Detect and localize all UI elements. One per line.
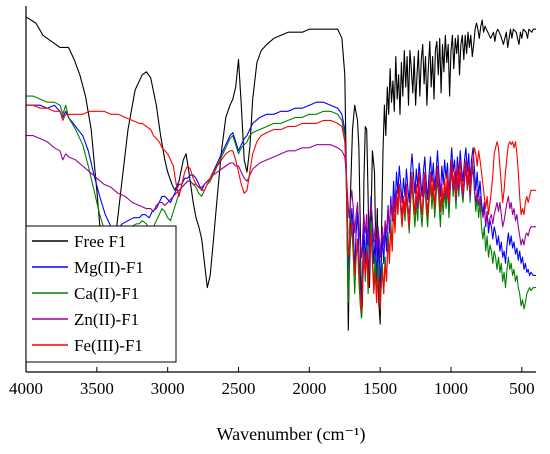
x-tick-label: 2500: [222, 379, 256, 398]
legend-label: Zn(II)-F1: [74, 310, 139, 329]
x-tick-label: 4000: [9, 379, 43, 398]
legend-label: Ca(II)-F1: [74, 284, 139, 303]
series-line-free-f1: [26, 16, 536, 331]
x-tick-label: 1500: [363, 379, 397, 398]
x-axis-title: Wavenumber (cm⁻¹): [217, 424, 366, 445]
series-layer: [26, 16, 536, 331]
x-tick-label: 3000: [151, 379, 185, 398]
x-tick-label: 2000: [292, 379, 326, 398]
legend: Free F1 Mg(II)-F1 Ca(II)-F1 Zn(II)-F1 Fe(III…: [25, 225, 177, 363]
legend-box: [25, 225, 177, 363]
legend-label: Free F1: [74, 232, 126, 251]
legend-label: Mg(II)-F1: [74, 258, 144, 277]
series-line-zn-ii-f1: [26, 135, 536, 258]
x-axis-ticks: 4000 3500 3000 2500 2000 1500 1000 500: [9, 367, 535, 398]
legend-label: Fe(III)-F1: [74, 336, 143, 355]
x-tick-label: 3500: [80, 379, 114, 398]
x-tick-label: 1000: [434, 379, 468, 398]
series-line-fe-iii-f1: [26, 104, 536, 313]
x-tick-label: 500: [509, 379, 535, 398]
